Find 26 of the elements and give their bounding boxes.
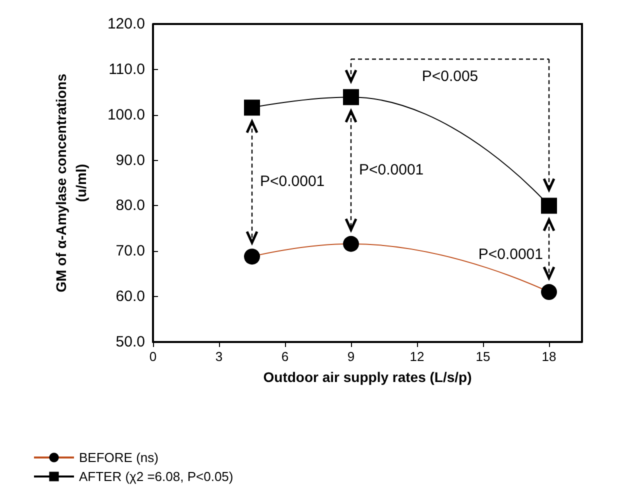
annotation: P<0.005 [422,68,478,86]
y-tick-label: 80.0 [116,197,145,214]
annotation: P<0.0001 [478,246,543,263]
point [541,198,557,214]
y-tick-label: 100.0 [107,106,145,124]
annotation: P<0.0001 [260,173,325,190]
legend-label: BEFORE (ns) [79,450,158,465]
x-tick-label: 9 [347,349,355,364]
x-tick-label: 15 [476,349,490,364]
y-tick-label: 50.0 [116,334,145,350]
y-tick-label: 120.0 [107,16,145,32]
x-tick-label: 3 [215,349,223,364]
x-axis-title: Outdoor air supply rates (L/s/p) [263,369,472,385]
y-tick-label: 110.0 [108,60,145,78]
x-tick-label: 6 [281,349,289,364]
point [244,100,260,116]
x-tick-label: 12 [410,349,424,364]
y-tick-label: 90.0 [116,152,145,169]
point [343,89,359,106]
y-axis-title: GM of α-Amylase concentrations (u/ml) [53,73,89,292]
y-tick-label: 60.0 [116,288,145,306]
x-tick-label: 0 [149,349,157,364]
annotation: P<0.0001 [359,161,424,178]
x-tick-label: 18 [542,349,556,364]
y-tick-label: 70.0 [116,242,145,260]
legend-label: AFTER (χ2 =6.08, P<0.05) [79,469,234,484]
